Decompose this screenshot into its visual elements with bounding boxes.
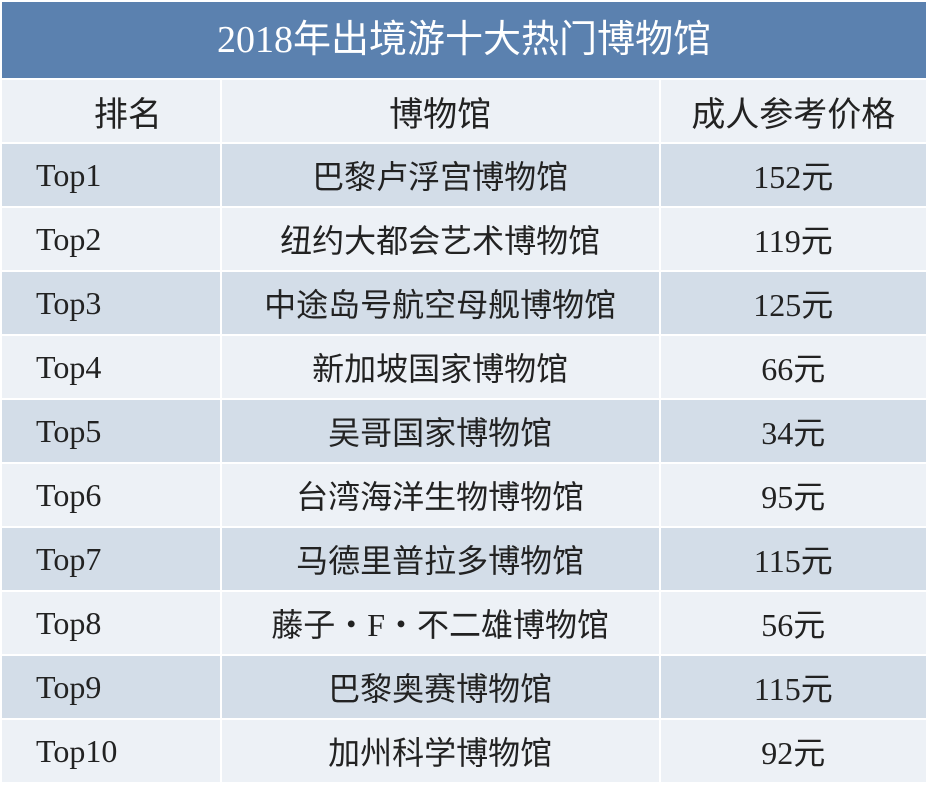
- cell-rank: Top5: [1, 399, 221, 463]
- cell-rank: Top8: [1, 591, 221, 655]
- cell-name: 纽约大都会艺术博物馆: [221, 207, 660, 271]
- cell-name: 新加坡国家博物馆: [221, 335, 660, 399]
- col-header-name: 博物馆: [221, 79, 660, 143]
- cell-rank: Top6: [1, 463, 221, 527]
- col-header-rank: 排名: [1, 79, 221, 143]
- cell-rank: Top1: [1, 143, 221, 207]
- cell-name: 加州科学博物馆: [221, 719, 660, 783]
- cell-name: 巴黎奥赛博物馆: [221, 655, 660, 719]
- museum-ranking-table: 2018年出境游十大热门博物馆 排名 博物馆 成人参考价格 Top1巴黎卢浮宫博…: [0, 0, 928, 784]
- table-row: Top5吴哥国家博物馆34元: [1, 399, 927, 463]
- table-row: Top3中途岛号航空母舰博物馆125元: [1, 271, 927, 335]
- cell-price: 66元: [660, 335, 927, 399]
- cell-price: 115元: [660, 527, 927, 591]
- table-row: Top1巴黎卢浮宫博物馆152元: [1, 143, 927, 207]
- cell-rank: Top9: [1, 655, 221, 719]
- cell-price: 125元: [660, 271, 927, 335]
- cell-price: 56元: [660, 591, 927, 655]
- cell-price: 115元: [660, 655, 927, 719]
- cell-rank: Top2: [1, 207, 221, 271]
- cell-name: 中途岛号航空母舰博物馆: [221, 271, 660, 335]
- table-row: Top4新加坡国家博物馆66元: [1, 335, 927, 399]
- cell-rank: Top4: [1, 335, 221, 399]
- table-title: 2018年出境游十大热门博物馆: [1, 1, 927, 79]
- cell-rank: Top10: [1, 719, 221, 783]
- cell-name: 巴黎卢浮宫博物馆: [221, 143, 660, 207]
- table-row: Top7马德里普拉多博物馆115元: [1, 527, 927, 591]
- cell-price: 152元: [660, 143, 927, 207]
- cell-price: 92元: [660, 719, 927, 783]
- title-row: 2018年出境游十大热门博物馆: [1, 1, 927, 79]
- cell-rank: Top3: [1, 271, 221, 335]
- cell-name: 藤子・F・不二雄博物馆: [221, 591, 660, 655]
- cell-price: 34元: [660, 399, 927, 463]
- cell-name: 台湾海洋生物博物馆: [221, 463, 660, 527]
- cell-name: 吴哥国家博物馆: [221, 399, 660, 463]
- table-row: Top10加州科学博物馆92元: [1, 719, 927, 783]
- cell-name: 马德里普拉多博物馆: [221, 527, 660, 591]
- table-row: Top2纽约大都会艺术博物馆119元: [1, 207, 927, 271]
- table-row: Top8藤子・F・不二雄博物馆56元: [1, 591, 927, 655]
- cell-rank: Top7: [1, 527, 221, 591]
- table-row: Top9巴黎奥赛博物馆115元: [1, 655, 927, 719]
- col-header-price: 成人参考价格: [660, 79, 927, 143]
- header-row: 排名 博物馆 成人参考价格: [1, 79, 927, 143]
- cell-price: 95元: [660, 463, 927, 527]
- cell-price: 119元: [660, 207, 927, 271]
- table-row: Top6台湾海洋生物博物馆95元: [1, 463, 927, 527]
